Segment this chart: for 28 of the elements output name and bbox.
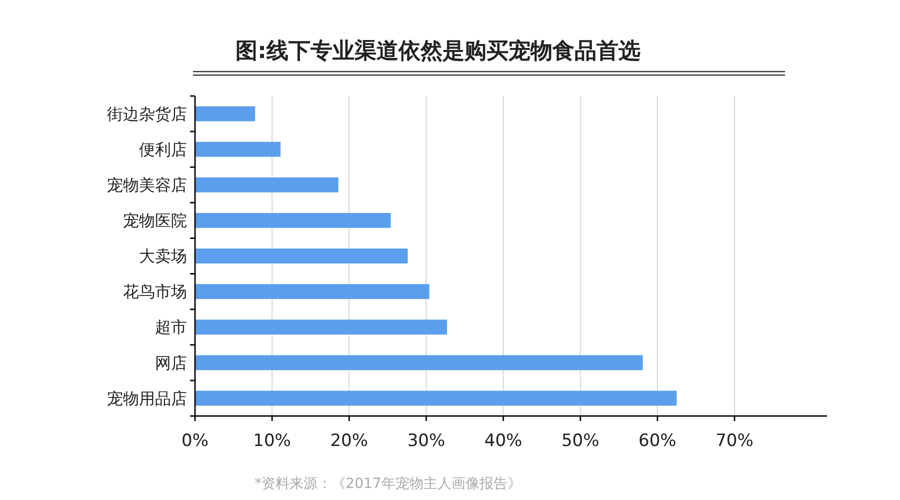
x-tick-label: 40%: [484, 431, 522, 451]
bar: [195, 390, 677, 406]
bar: [195, 106, 256, 122]
y-tick-label: 大卖场: [139, 246, 187, 266]
bar: [195, 142, 281, 157]
y-tick-label: 宠物美容店: [107, 175, 187, 194]
bar: [195, 212, 391, 228]
y-tick-label: 超市: [155, 318, 187, 337]
x-tick-label: 70%: [716, 431, 754, 451]
x-tick-label: 20%: [330, 431, 368, 451]
bar: [195, 284, 430, 300]
bar: [195, 248, 408, 264]
chart-title: 图:线下专业渠道依然是购买宠物食品首选: [236, 38, 640, 64]
y-tick-label: 网店: [155, 353, 187, 372]
bar: [195, 320, 448, 335]
bar: [195, 355, 643, 370]
y-tick-label: 街边杂货店: [107, 104, 187, 124]
y-tick-label: 宠物医院: [123, 211, 187, 230]
x-tick-label: 50%: [561, 431, 600, 451]
x-tick-label: 10%: [253, 431, 291, 451]
x-tick-label: 0%: [182, 431, 208, 451]
y-tick-label: 便利店: [139, 140, 187, 159]
x-tick-label: 60%: [638, 431, 676, 451]
y-tick-label: 宠物用品店: [107, 388, 187, 408]
x-tick-label: 30%: [407, 431, 446, 451]
text: *资料来源：《2017年宠物主人画像报告》: [254, 476, 522, 492]
y-tick-label: 花鸟市场: [123, 282, 187, 302]
bar: [195, 177, 338, 192]
